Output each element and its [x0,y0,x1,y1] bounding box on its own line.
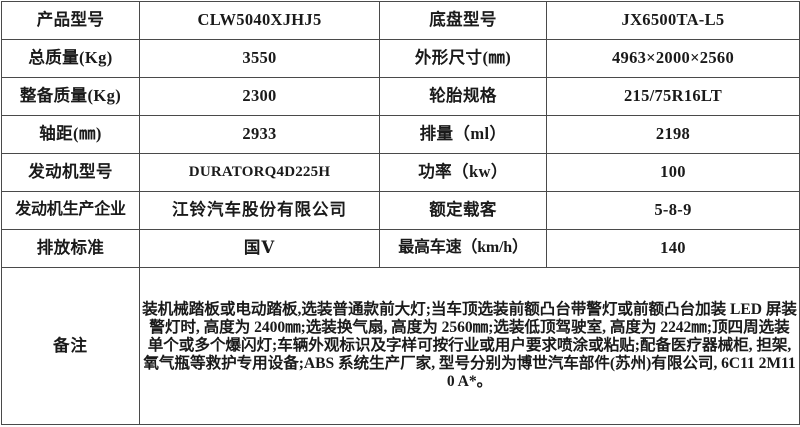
row-label-curb-mass: 整备质量(Kg) [1,77,140,116]
table-row: 排放标准 国Ⅴ 最高车速（km/h） 140 [1,229,800,268]
remarks-text: 装机械踏板或电动踏板,选装普通款前大灯;当车顶选装前额凸台带警灯或前额凸台加装 … [139,267,800,425]
row-value-rated-passengers: 5-8-9 [546,191,800,230]
row-label-engine-manufacturer: 发动机生产企业 [1,191,140,230]
row-label-power: 功率（kw） [379,153,547,192]
row-value-product-model: CLW5040XJHJ5 [139,1,380,40]
table-row: 发动机型号 DURATORQ4D225H 功率（kw） 100 [1,153,800,192]
row-value-gross-mass: 3550 [139,39,380,78]
remarks-row: 备注 装机械踏板或电动踏板,选装普通款前大灯;当车顶选装前额凸台带警灯或前额凸台… [1,267,800,425]
row-label-rated-passengers: 额定载客 [379,191,547,230]
row-value-tire-spec: 215/75R16LT [546,77,800,116]
row-label-tire-spec: 轮胎规格 [379,77,547,116]
row-label-product-model: 产品型号 [1,1,140,40]
row-value-engine-model: DURATORQ4D225H [139,153,380,192]
row-label-max-speed: 最高车速（km/h） [379,229,547,268]
row-value-curb-mass: 2300 [139,77,380,116]
row-value-engine-manufacturer: 江铃汽车股份有限公司 [139,191,380,230]
row-label-gross-mass: 总质量(Kg) [1,39,140,78]
row-value-power: 100 [546,153,800,192]
row-value-displacement: 2198 [546,115,800,154]
row-value-max-speed: 140 [546,229,800,268]
row-value-dimensions: 4963×2000×2560 [546,39,800,78]
row-value-chassis-model: JX6500TA-L5 [546,1,800,40]
remarks-label: 备注 [1,267,140,425]
table-row: 产品型号 CLW5040XJHJ5 底盘型号 JX6500TA-L5 [1,1,800,40]
row-label-wheelbase: 轴距(㎜) [1,115,140,154]
row-label-emission-standard: 排放标准 [1,229,140,268]
table-row: 整备质量(Kg) 2300 轮胎规格 215/75R16LT [1,77,800,116]
table-row: 发动机生产企业 江铃汽车股份有限公司 额定载客 5-8-9 [1,191,800,230]
row-value-wheelbase: 2933 [139,115,380,154]
row-value-emission-standard: 国Ⅴ [139,229,380,268]
table-row: 轴距(㎜) 2933 排量（ml） 2198 [1,115,800,154]
row-label-chassis-model: 底盘型号 [379,1,547,40]
row-label-engine-model: 发动机型号 [1,153,140,192]
row-label-displacement: 排量（ml） [379,115,547,154]
row-label-dimensions: 外形尺寸(㎜) [379,39,547,78]
table-row: 总质量(Kg) 3550 外形尺寸(㎜) 4963×2000×2560 [1,39,800,78]
